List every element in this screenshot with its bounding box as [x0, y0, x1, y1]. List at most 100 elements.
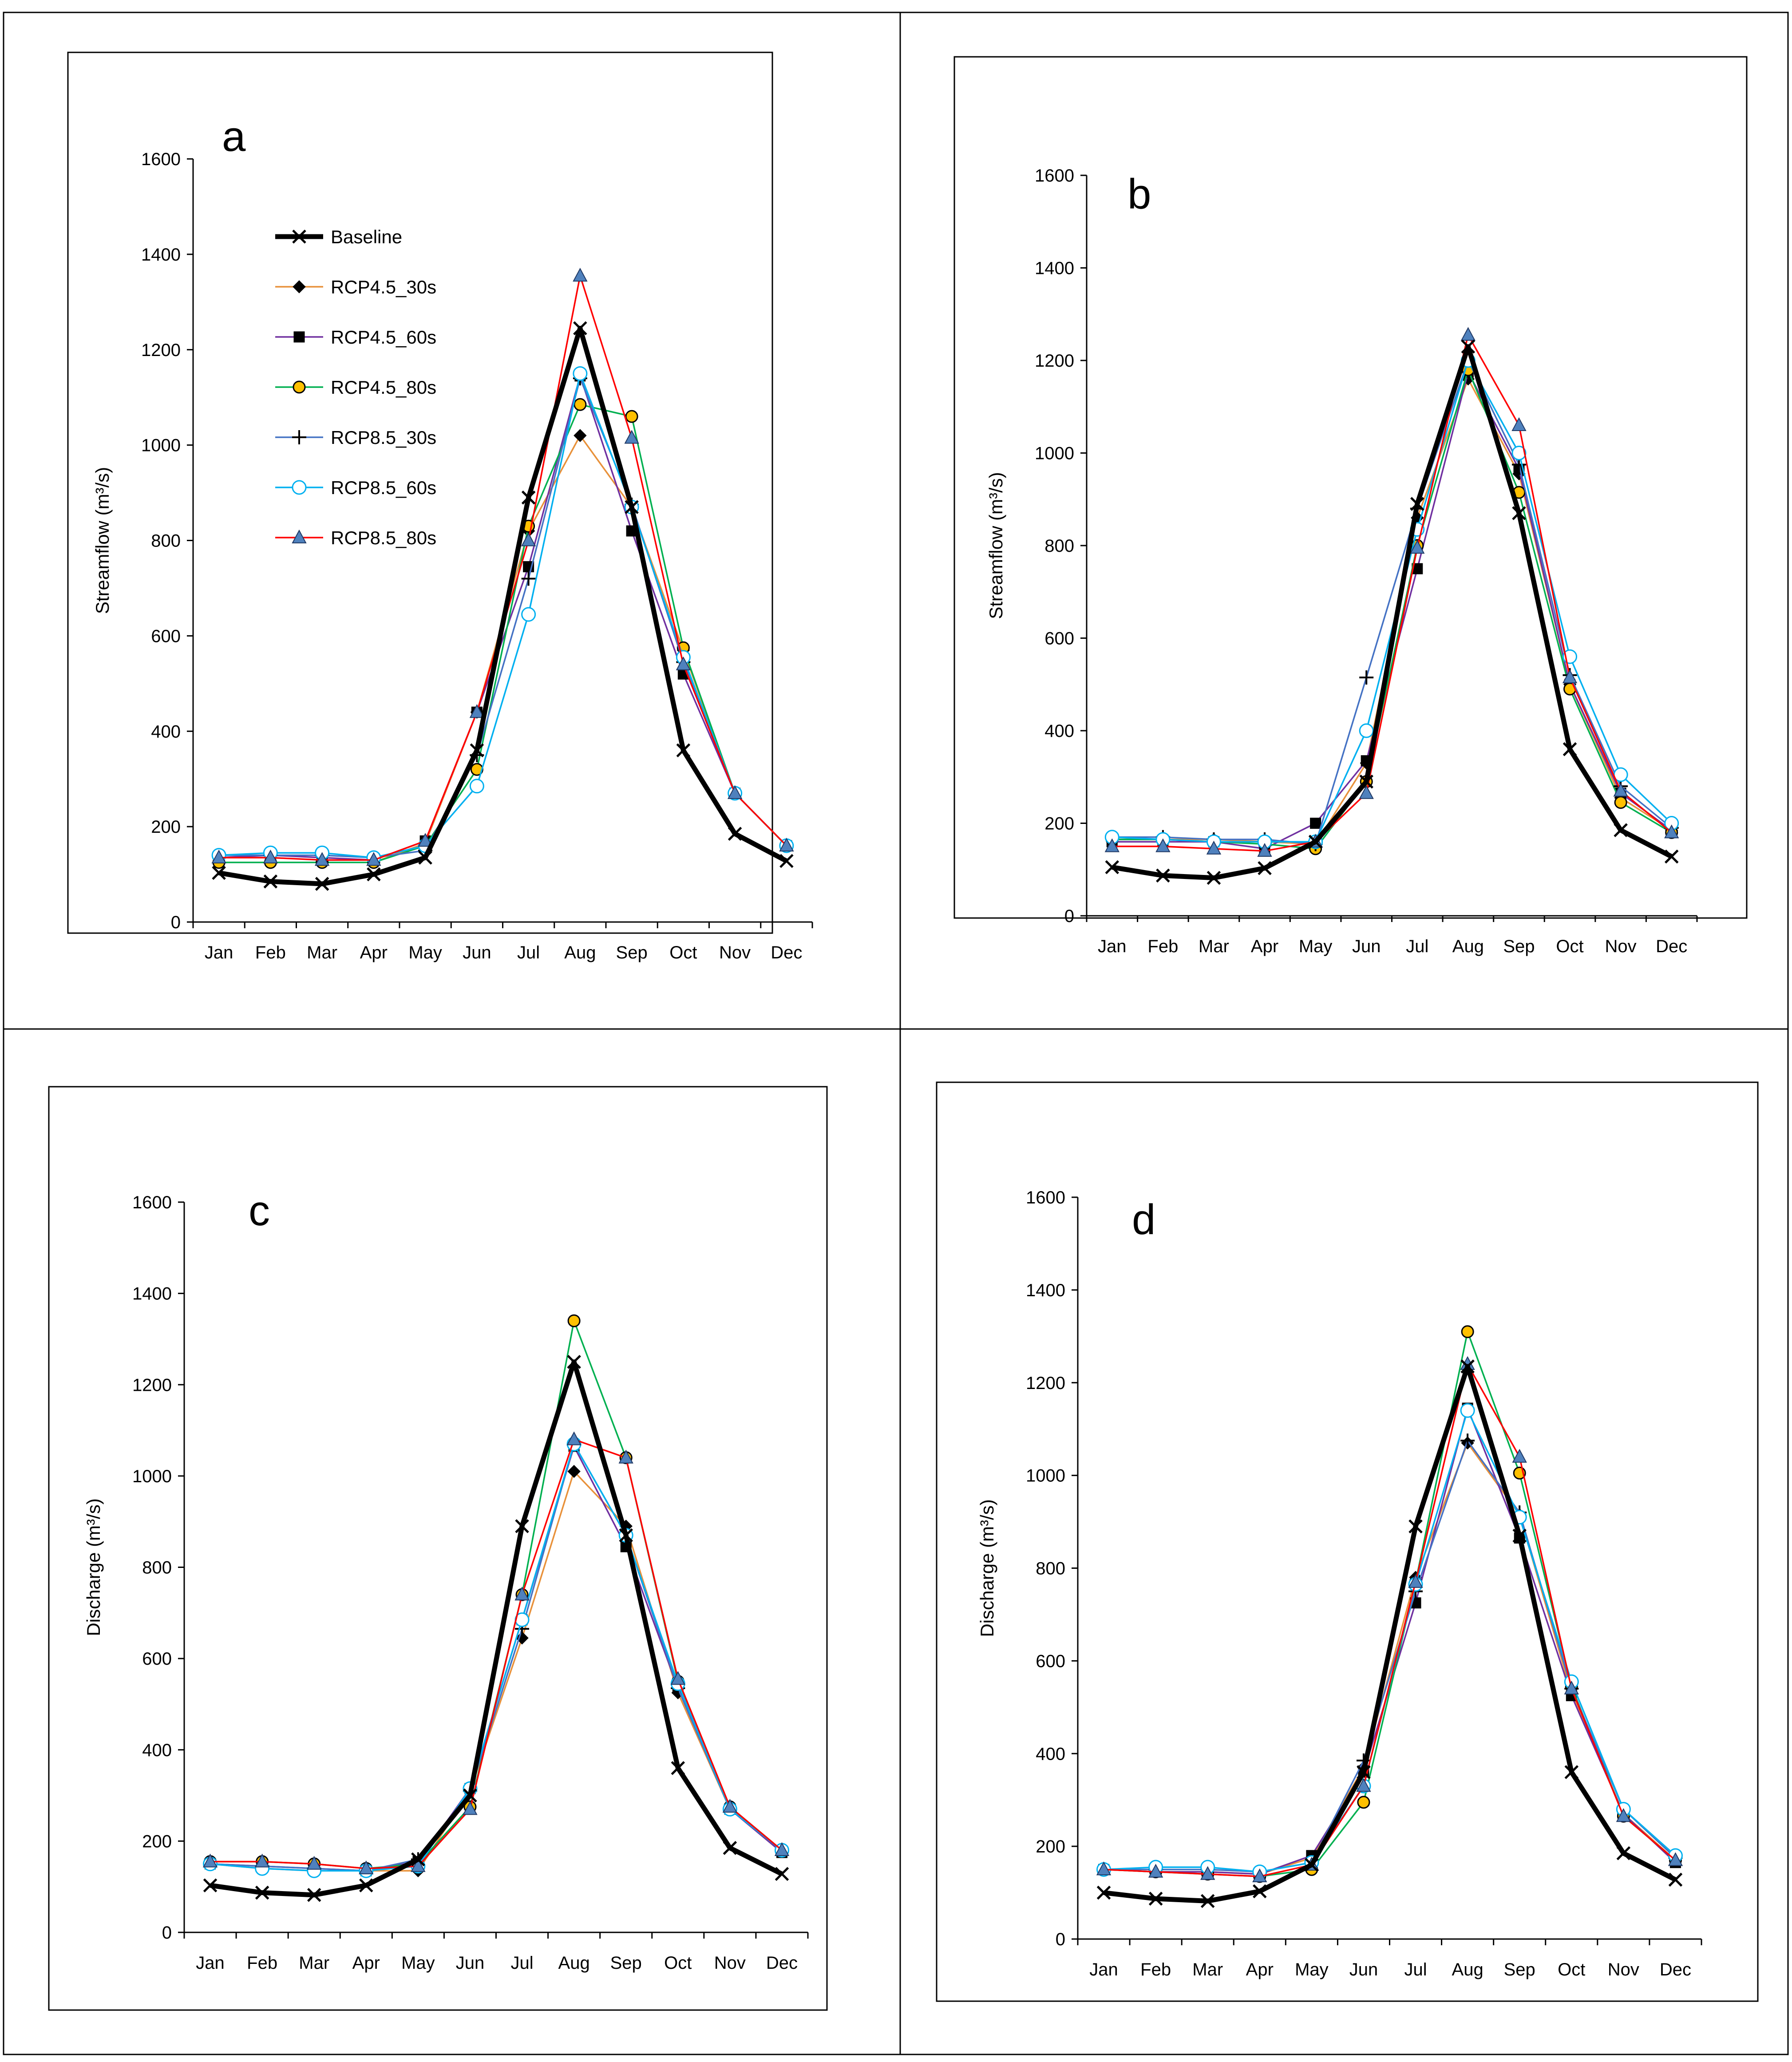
data-point: [723, 1841, 737, 1855]
x-tick-label: Feb: [255, 943, 286, 962]
data-point: [671, 1761, 685, 1775]
y-tick-label: 0: [1064, 906, 1074, 926]
y-tick-label: 1200: [1035, 351, 1074, 371]
y-tick-label: 1200: [132, 1375, 172, 1395]
figure-frame: [3, 12, 1789, 2055]
data-point: [359, 1878, 373, 1892]
data-point: [1359, 723, 1374, 738]
data-point: [624, 430, 639, 444]
y-tick-label: 1600: [132, 1193, 172, 1212]
x-tick-label: Sep: [1503, 937, 1535, 956]
y-tick-label: 1600: [1035, 166, 1074, 186]
data-point: [211, 849, 226, 863]
y-tick-label: 1400: [132, 1284, 172, 1304]
data-point: [1460, 1403, 1475, 1418]
data-point: [676, 656, 691, 670]
data-point: [469, 704, 485, 718]
x-tick-label: Jan: [196, 1953, 225, 1973]
data-point: [567, 1314, 581, 1327]
x-tick-label: Oct: [1556, 937, 1583, 956]
x-tick-label: Aug: [1452, 1960, 1483, 1979]
data-point: [1614, 823, 1628, 837]
series-line: [219, 404, 787, 863]
data-point: [1200, 1894, 1215, 1908]
data-point: [521, 607, 536, 622]
series-line: [210, 1438, 783, 1869]
data-point: [1252, 1868, 1267, 1883]
y-tick-label: 200: [151, 817, 181, 837]
x-tick-label: Jan: [1089, 1960, 1118, 1979]
y-tick-label: 600: [1036, 1651, 1065, 1671]
y-tick-label: 800: [1044, 536, 1074, 556]
x-tick-label: Mar: [1199, 937, 1229, 956]
data-point: [619, 1528, 633, 1543]
x-tick-label: Mar: [307, 943, 337, 962]
data-point: [1616, 1808, 1631, 1822]
x-tick-label: Apr: [360, 943, 388, 962]
x-tick-label: Mar: [299, 1953, 329, 1973]
y-tick-label: 200: [1044, 814, 1074, 834]
x-tick-label: Oct: [664, 1953, 692, 1973]
legend: Baseline RCP4.5_30s RCP4.5_60s RCP4.5_80s RC…: [275, 226, 436, 548]
data-point: [254, 1853, 270, 1868]
data-point: [573, 366, 588, 381]
legend-marker: [292, 480, 307, 495]
data-point: [1512, 506, 1526, 520]
y-tick-label: 0: [171, 913, 181, 932]
data-point: [1156, 868, 1170, 883]
data-point: [418, 833, 433, 847]
x-tick-label: Mar: [1192, 1960, 1223, 1979]
legend-label: RCP8.5_60s: [331, 477, 436, 498]
x-tick-label: Sep: [610, 1953, 642, 1973]
data-point: [366, 852, 381, 866]
data-point: [1305, 1858, 1319, 1872]
chart-panel-c: 0 200 400 600 800 1000 1200 1400 1600 Jan Feb Mar Ap…: [48, 1086, 828, 2011]
panel-border: [936, 1081, 1759, 2002]
series-line: [1104, 1363, 1676, 1877]
legend-marker: [292, 230, 306, 244]
x-tick-label: May: [1295, 1960, 1329, 1979]
data-point: [1359, 785, 1374, 799]
y-tick-label: 1600: [141, 150, 181, 169]
chart-panel-a: 0 200 400 600 800 1000 1200 1400 1600 Jan Feb Mar Ap…: [67, 51, 813, 962]
y-axis-label: Streamflow (m³/s): [985, 472, 1006, 619]
x-tick-label: Nov: [1608, 1960, 1639, 1979]
y-tick-label: 1400: [141, 245, 181, 265]
data-point: [1357, 1796, 1370, 1809]
x-tick-label: Nov: [719, 943, 751, 962]
data-point: [779, 854, 794, 868]
series-line: [210, 1359, 783, 1898]
data-point: [1408, 1519, 1423, 1534]
y-tick-label: 600: [142, 1649, 172, 1669]
x-tick-label: Feb: [1147, 937, 1178, 956]
data-point: [1664, 824, 1679, 839]
series-Baseline: [1105, 339, 1679, 885]
data-point: [779, 837, 794, 852]
data-point: [307, 1856, 322, 1870]
x-tick-label: Oct: [669, 943, 697, 962]
data-point: [469, 779, 484, 794]
x-tick-label: Aug: [1452, 937, 1484, 956]
data-point: [573, 321, 587, 336]
series-Baseline: [1096, 1359, 1683, 1908]
x-tick-label: Jul: [1404, 1960, 1427, 1979]
x-tick-label: Aug: [564, 943, 596, 962]
legend-label: RCP8.5_30s: [331, 427, 436, 448]
data-point: [515, 1631, 529, 1645]
data-point: [618, 1449, 633, 1464]
y-axis-label: Streamflow (m³/s): [92, 467, 113, 614]
data-point: [463, 1788, 477, 1803]
data-point: [315, 877, 329, 891]
data-point: [203, 1878, 218, 1892]
data-point: [1563, 742, 1577, 756]
legend-marker: [293, 380, 306, 394]
data-point: [1359, 774, 1373, 789]
data-point: [263, 849, 278, 863]
y-tick-label: 1400: [1026, 1281, 1065, 1300]
x-tick-label: Feb: [247, 1953, 277, 1973]
data-point: [1200, 1866, 1215, 1880]
data-point: [1148, 1892, 1163, 1906]
data-point: [1096, 1885, 1111, 1900]
x-tick-label: Apr: [1251, 937, 1278, 956]
data-point: [411, 1858, 426, 1872]
